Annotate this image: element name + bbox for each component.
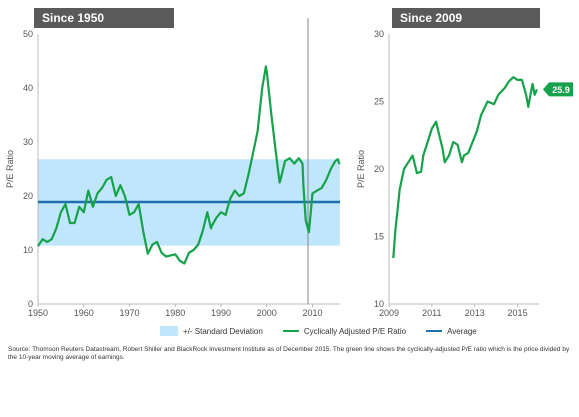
- panel2-x-tick-2015: 2015: [508, 308, 528, 318]
- panel1-cape-line: [37, 65, 341, 265]
- panel2-end-label: 25.9: [552, 85, 570, 95]
- panel1-x-tick-1970: 1970: [119, 308, 139, 318]
- panel2-x-tick-2009: 2009: [379, 308, 399, 318]
- panel2-y-tick-25: 25: [374, 97, 384, 107]
- source-note: Source: Thomson Reuters Datastream, Robe…: [8, 346, 570, 361]
- panel2-y-tick-20: 20: [374, 164, 384, 174]
- panel2-y-label: P/E Ratio: [356, 150, 366, 188]
- panel-title-since-2009: Since 2009: [392, 8, 540, 28]
- panel1-x-tick-1950: 1950: [28, 308, 48, 318]
- legend-item-average: Average: [426, 327, 477, 336]
- panel2-x-tick-2013: 2013: [465, 308, 485, 318]
- chart-legend: +/- Standard Deviation Cyclically Adjust…: [160, 324, 497, 338]
- panel1-x-tick-1960: 1960: [74, 308, 94, 318]
- panel2-y-tick-10: 10: [374, 299, 384, 309]
- panel2-end-label-arrow: [543, 82, 573, 97]
- panel2-x-tick-2011: 2011: [422, 308, 441, 318]
- panel2-y-tick-15: 15: [374, 232, 384, 242]
- legend-swatch-average: [426, 330, 443, 332]
- panel1-y-tick-50: 50: [23, 29, 33, 39]
- panel1-y-tick-0: 0: [28, 299, 33, 309]
- panel1-x-tick-2000: 2000: [257, 308, 277, 318]
- legend-label-band: +/- Standard Deviation: [183, 326, 263, 336]
- legend-item-band: +/- Standard Deviation: [160, 326, 263, 336]
- panel2-cape-line: [392, 76, 538, 259]
- legend-label-average: Average: [447, 326, 477, 336]
- panel1-y-label: P/E Ratio: [5, 150, 15, 188]
- legend-swatch-band: [160, 326, 178, 336]
- panel1-x-tick-1990: 1990: [211, 308, 231, 318]
- panel1-x-tick-1980: 1980: [165, 308, 185, 318]
- panel2-y-tick-30: 30: [374, 29, 384, 39]
- panel1-x-tick-2010: 2010: [303, 308, 323, 318]
- legend-swatch-cape: [282, 330, 299, 332]
- panel1-y-tick-30: 30: [23, 137, 33, 147]
- panel1-y-tick-10: 10: [23, 245, 33, 255]
- panel-title-since-1950: Since 1950: [34, 8, 174, 28]
- legend-label-cape: Cyclically Adjusted P/E Ratio: [303, 326, 407, 336]
- panel1-y-tick-20: 20: [23, 191, 33, 201]
- legend-item-cape: Cyclically Adjusted P/E Ratio: [282, 326, 407, 336]
- panel1-y-tick-40: 40: [23, 83, 33, 93]
